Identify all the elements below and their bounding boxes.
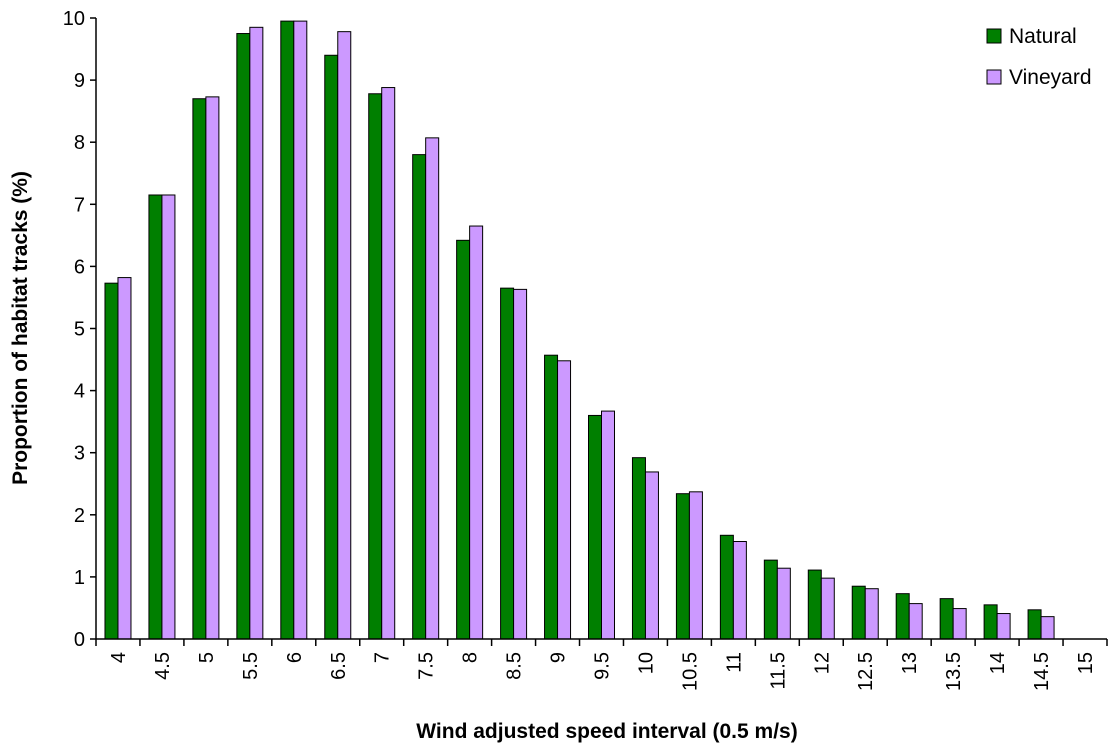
x-tick-label: 15: [1075, 652, 1097, 674]
y-tick-label: 3: [74, 443, 85, 465]
y-tick-label: 9: [74, 70, 85, 92]
bar-vineyard-4: [117, 277, 132, 640]
bar-vineyard-8: [469, 225, 484, 640]
bar-vineyard-9: [557, 360, 572, 640]
x-tick-label: 10.5: [679, 652, 701, 691]
bar-natural-12.5: [851, 585, 866, 640]
legend-swatch-vineyard: [986, 69, 1002, 85]
bar-natural-5: [192, 98, 207, 640]
bar-vineyard-11: [732, 541, 747, 640]
bar-natural-11: [719, 534, 734, 640]
x-tick-label: 4.5: [152, 652, 174, 680]
x-tick-label: 13: [899, 652, 921, 674]
y-tick-label: 8: [74, 132, 85, 154]
y-tick-label: 2: [74, 505, 85, 527]
x-tick-label: 13.5: [943, 652, 965, 691]
x-tick-label: 11.5: [767, 652, 789, 689]
x-tick-label: 12: [811, 652, 833, 674]
bar-natural-6: [280, 20, 295, 640]
bar-vineyard-13.5: [952, 608, 967, 640]
bar-vineyard-4.5: [161, 194, 176, 640]
bar-vineyard-14: [996, 613, 1011, 640]
bar-vineyard-5: [205, 96, 220, 640]
bar-natural-5.5: [236, 33, 251, 640]
y-ticks-group: 0 1 2 3 4 5 6 7 8 9 10: [63, 8, 96, 651]
x-tick-label: 14: [987, 652, 1009, 674]
bar-vineyard-7.5: [425, 137, 440, 640]
bar-vineyard-14.5: [1040, 616, 1055, 640]
x-tick-label: 14.5: [1031, 652, 1053, 691]
bar-vineyard-5.5: [249, 26, 264, 640]
x-tick-label: 6.5: [328, 652, 350, 680]
x-tick-label: 6: [284, 652, 306, 663]
bar-natural-13: [895, 593, 910, 640]
bar-natural-9.5: [588, 414, 602, 640]
bar-natural-6.5: [324, 54, 339, 640]
y-tick-label: 1: [74, 567, 85, 589]
y-tick-label: 7: [74, 194, 85, 216]
legend-label-vineyard: Vineyard: [1009, 66, 1092, 89]
x-tick-label: 10: [635, 652, 657, 674]
y-axis-title: Proportion of habitat tracks (%): [9, 171, 32, 485]
bar-vineyard-12.5: [864, 588, 879, 640]
bar-natural-12: [807, 569, 822, 640]
bar-vineyard-11.5: [776, 567, 791, 640]
bar-natural-10: [631, 457, 646, 640]
x-tick-label: 4: [108, 652, 130, 663]
y-tick-label: 10: [63, 8, 85, 30]
legend: Natural Vineyard: [986, 25, 1092, 89]
bar-natural-10.5: [675, 493, 690, 640]
bar-natural-9: [544, 354, 559, 640]
bar-natural-8.5: [500, 287, 515, 640]
legend-swatch-natural: [986, 28, 1002, 44]
bar-natural-14: [983, 604, 998, 640]
bar-vineyard-8.5: [513, 288, 528, 640]
x-tick-label: 7: [372, 652, 394, 663]
bar-vineyard-12: [820, 577, 835, 640]
bar-natural-7.5: [412, 154, 427, 640]
bars-group: [104, 20, 1055, 640]
y-tick-label: 0: [74, 629, 85, 651]
x-tick-label: 9: [548, 652, 570, 663]
x-tick-label: 7.5: [416, 652, 438, 680]
y-tick-label: 6: [74, 256, 85, 278]
bar-vineyard-10.5: [688, 491, 703, 640]
bar-natural-4.5: [148, 194, 163, 640]
x-tick-label: 5.5: [240, 652, 262, 680]
y-tick-label: 5: [74, 319, 85, 341]
bar-natural-7: [368, 93, 383, 640]
bar-natural-14.5: [1027, 609, 1042, 640]
bar-vineyard-6: [293, 20, 308, 640]
y-tick-label: 4: [74, 381, 85, 403]
bar-natural-8: [456, 239, 471, 640]
bar-natural-13.5: [939, 598, 954, 640]
x-tick-label: 9.5: [592, 652, 614, 680]
bar-vineyard-7: [381, 87, 396, 640]
x-ticks-group: 4 4.5 5 5.5 6 6.5 7 7.5 8 8.5 9 9.5 10 10.5 11 11.5 12 12…: [95, 639, 1108, 691]
x-axis-title: Wind adjusted speed interval (0.5 m/s): [416, 720, 797, 743]
legend-label-natural: Natural: [1009, 25, 1077, 48]
x-tick-label: 11: [723, 652, 745, 673]
bar-vineyard-9.5: [601, 410, 615, 640]
x-tick-label: 5: [196, 652, 218, 663]
x-tick-label: 8.5: [504, 652, 526, 680]
bar-vineyard-10: [644, 471, 659, 640]
bar-natural-11.5: [763, 559, 778, 640]
bar-vineyard-13: [908, 603, 923, 640]
bar-natural-4: [104, 282, 119, 640]
bar-vineyard-6.5: [337, 31, 352, 640]
x-tick-label: 12.5: [855, 652, 877, 691]
x-tick-label: 8: [460, 652, 482, 663]
